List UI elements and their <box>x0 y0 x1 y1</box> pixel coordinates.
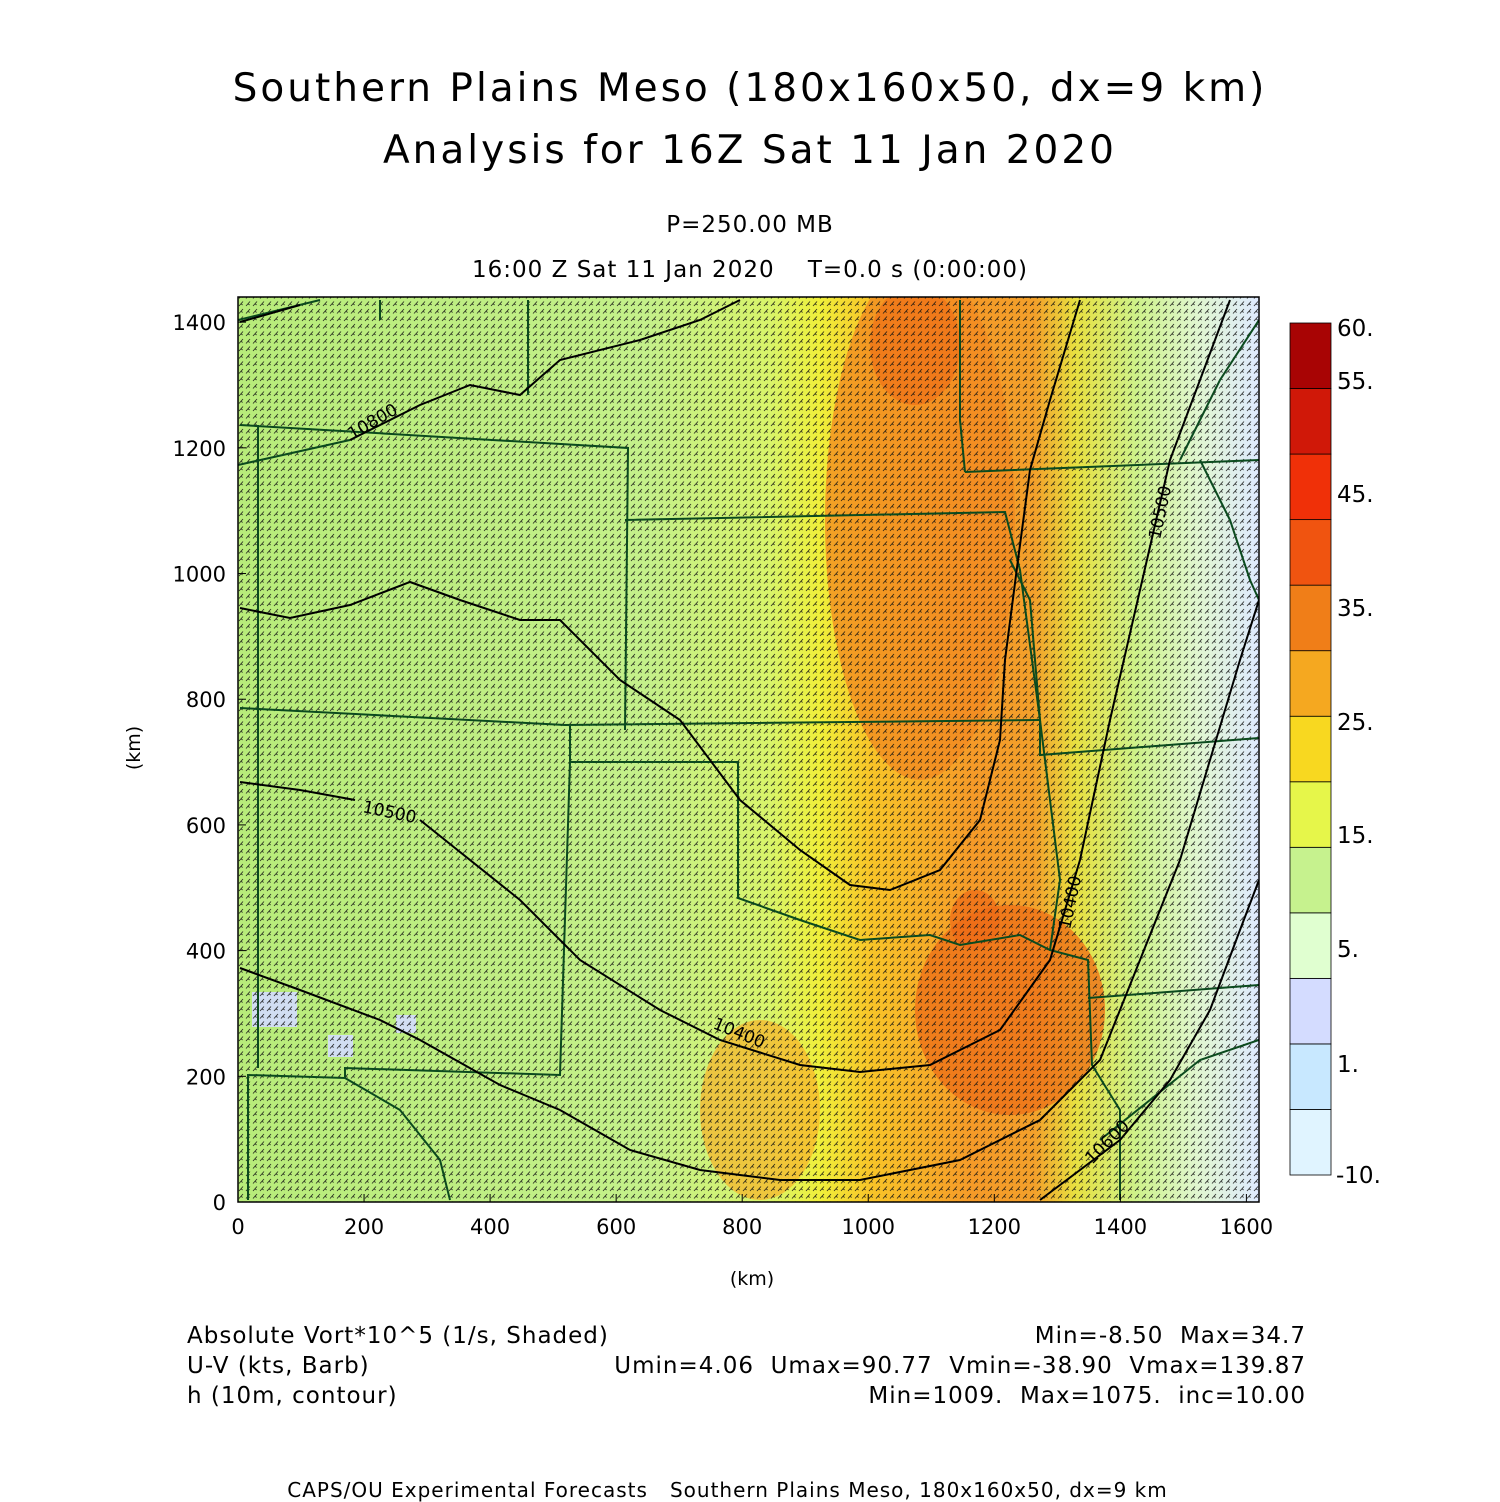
y-tick-label: 0 <box>213 1191 226 1215</box>
valid-time-label: 16:00 Z Sat 11 Jan 2020 T=0.0 s (0:00:00… <box>472 257 1028 283</box>
colorbar-label: 35. <box>1337 596 1374 622</box>
field3-name: h (10m, contour) <box>187 1383 398 1409</box>
y-tick-label: 1000 <box>173 563 226 587</box>
colorbar-label: 25. <box>1337 710 1374 736</box>
colorbar-label: 5. <box>1337 937 1359 963</box>
x-tick-label: 800 <box>722 1215 762 1239</box>
colorbar-labels: 60. 55. 45. 35. 25. 15. 5. 1. -10. <box>1336 316 1381 1189</box>
field3-stats: Min=1009. Max=1075. inc=10.00 <box>868 1383 1306 1409</box>
x-axis-title: (km) <box>730 1268 774 1290</box>
y-tick-label: 600 <box>186 814 226 838</box>
colorbar <box>1289 322 1332 1176</box>
x-tick-label: 0 <box>231 1215 244 1239</box>
colorbar-swatch <box>1289 388 1332 455</box>
field1-name: Absolute Vort*10^5 (1/s, Shaded) <box>187 1323 609 1349</box>
x-axis-ticks: 0 200 400 600 800 1000 1200 1400 1600 <box>231 1194 1273 1239</box>
colorbar-label: 45. <box>1337 482 1374 508</box>
x-tick-label: 1000 <box>842 1215 895 1239</box>
x-tick-label: 200 <box>344 1215 384 1239</box>
colorbar-label: 15. <box>1337 823 1374 849</box>
field2-name: U-V (kts, Barb) <box>187 1353 370 1379</box>
height-contours <box>239 299 1259 1201</box>
plot-frame <box>237 296 1260 1203</box>
x-tick-label: 1600 <box>1220 1215 1273 1239</box>
colorbar-swatch <box>1289 977 1332 1045</box>
colorbar-swatch <box>1289 781 1332 848</box>
x-tick-label: 1400 <box>1094 1215 1147 1239</box>
vorticity-shading: 10800 10500 10400 10400 10500 10600 <box>238 297 1259 1202</box>
y-tick-label: 1200 <box>173 437 226 461</box>
colorbar-swatch <box>1289 912 1332 979</box>
credit-line: CAPS/OU Experimental Forecasts Southern … <box>287 1478 1168 1502</box>
colorbar-swatch <box>1289 453 1332 521</box>
y-axis-title: (km) <box>123 726 145 770</box>
field2-stats: Umin=4.06 Umax=90.77 Vmin=-38.90 Vmax=13… <box>614 1353 1306 1379</box>
colorbar-swatch <box>1289 846 1332 914</box>
colorbar-swatch <box>1289 322 1332 389</box>
y-tick-label: 200 <box>186 1065 226 1089</box>
colorbar-swatch <box>1289 1109 1332 1176</box>
y-tick-label: 800 <box>186 688 226 712</box>
colorbar-label: 55. <box>1337 369 1374 395</box>
x-tick-label: 400 <box>470 1215 510 1239</box>
map-title-line1: Southern Plains Meso (180x160x50, dx=9 k… <box>232 66 1268 111</box>
colorbar-swatch <box>1289 584 1332 652</box>
map-title-line2: Analysis for 16Z Sat 11 Jan 2020 <box>383 128 1117 173</box>
field1-stats: Min=-8.50 Max=34.7 <box>1034 1323 1306 1349</box>
x-tick-label: 1200 <box>968 1215 1021 1239</box>
pressure-level-label: P=250.00 MB <box>666 212 834 238</box>
x-tick-label: 600 <box>596 1215 636 1239</box>
colorbar-swatch <box>1289 1043 1332 1110</box>
colorbar-label: -10. <box>1336 1163 1381 1189</box>
colorbar-swatch <box>1289 519 1332 586</box>
colorbar-swatch <box>1289 650 1332 717</box>
colorbar-swatch <box>1289 715 1332 783</box>
y-tick-label: 400 <box>186 940 226 964</box>
colorbar-label: 1. <box>1337 1052 1359 1078</box>
y-axis-ticks: 0 200 400 600 800 1000 1200 1400 <box>173 311 246 1215</box>
y-tick-label: 1400 <box>173 311 226 335</box>
colorbar-label: 60. <box>1337 316 1374 342</box>
wind-barbs <box>238 297 1259 1202</box>
